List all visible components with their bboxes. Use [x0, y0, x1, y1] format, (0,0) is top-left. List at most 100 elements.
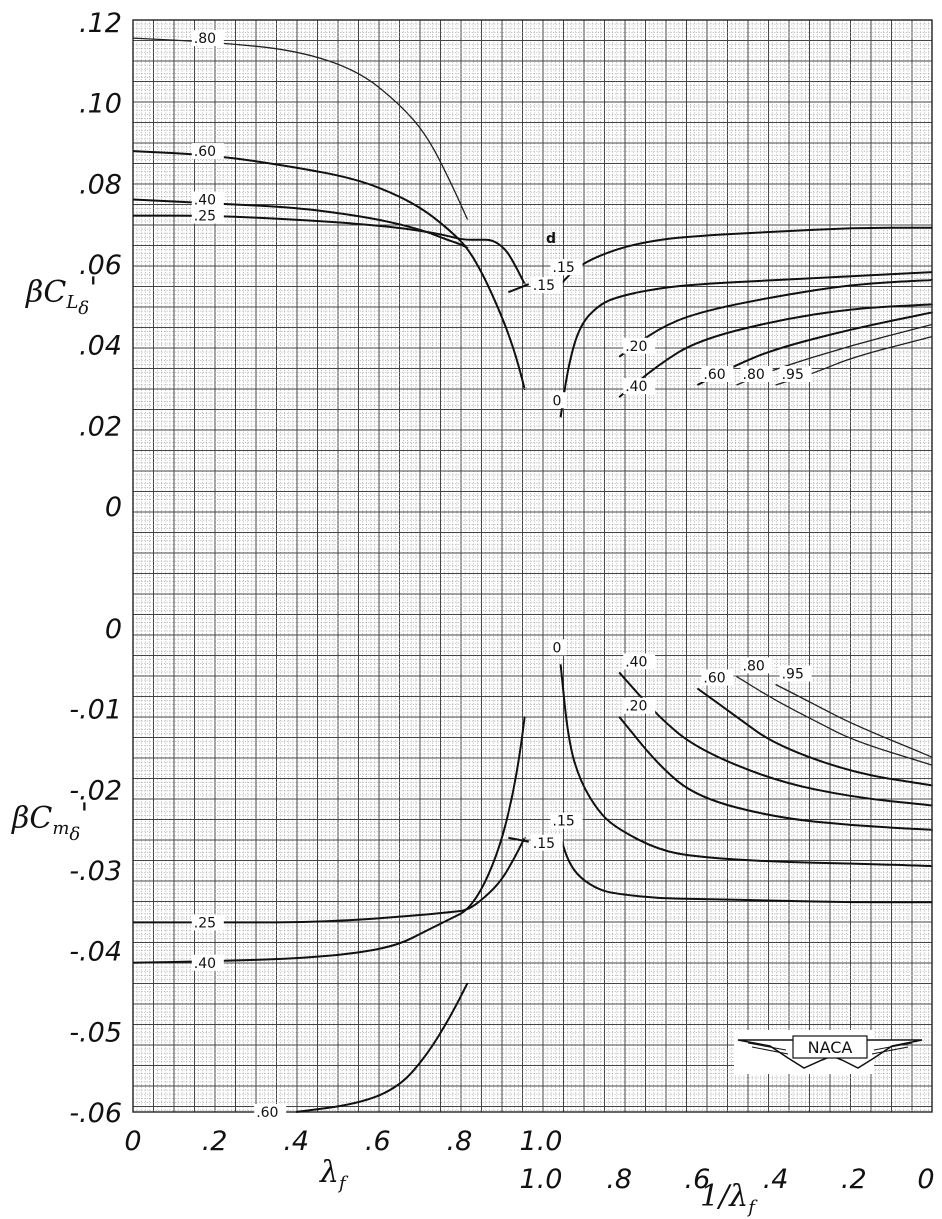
- upper-y-tick-label: 0: [105, 492, 122, 523]
- upper-left-curve-label: .40: [194, 192, 216, 208]
- curve-layer: [132, 37, 933, 1113]
- curve-label-backdrop: [701, 366, 734, 382]
- curve-label-backdrop: [191, 207, 224, 224]
- upper-y-tick-label: .02: [79, 411, 122, 442]
- lower-right-curve-label: 0: [553, 640, 562, 656]
- upper-left-curve-d15: [507, 283, 530, 294]
- lower-left-curve-label: .40: [194, 956, 216, 972]
- lambda-f-tick-label: .2: [202, 1126, 228, 1157]
- lower-right-curve-d60: [696, 687, 933, 787]
- logo-plate: [792, 1035, 868, 1059]
- lower-right-curve-d80: [736, 675, 933, 766]
- upper-right-curve-label: .40: [625, 379, 647, 395]
- curve-label-backdrop: [191, 954, 224, 971]
- lower-right-curve-label: .15: [553, 814, 575, 830]
- inverse-lambda-f-tick-label: .6: [685, 1164, 711, 1195]
- lambda-f-tick-label: .6: [365, 1126, 391, 1157]
- curve-label-backdrop: [191, 191, 224, 208]
- curve-label-backdrop: [623, 378, 656, 395]
- curve-label-backdrop: [623, 337, 656, 354]
- curve-label-layer: .80.60.40.25.15.150.20.40.60.80.95.60.40…: [191, 30, 812, 1121]
- upper-right-curve-label: .60: [703, 367, 725, 383]
- lower-right-curve-d40: [618, 671, 933, 807]
- upper-right-curve-label: .95: [782, 367, 804, 383]
- upper-right-curve-label: .20: [625, 339, 647, 355]
- lower-right-curve-label: .20: [625, 699, 647, 715]
- lower-right-curve-d15: [559, 837, 932, 904]
- lower-left-curve-label: .60: [256, 1105, 278, 1121]
- upper-parameter-d-label: d: [546, 231, 556, 247]
- upper-left-curve-d60: [132, 150, 526, 391]
- curve-label-backdrop: [254, 1104, 287, 1120]
- lambda-f-tick-labels: 0 .2 .4 .6 .8 1.0: [124, 1126, 562, 1157]
- lower-right-curve-label: .80: [743, 658, 765, 674]
- lower-y-tick-label: -.05: [69, 1017, 122, 1048]
- wing-feather-lines: [747, 1042, 913, 1055]
- lower-y-tick-label: -.04: [69, 937, 122, 968]
- upper-right-curve-label: 0: [553, 393, 562, 409]
- curve-label-backdrop: [623, 653, 656, 670]
- plot-frame: [132, 19, 933, 1113]
- lower-y-tick-label: -.06: [69, 1098, 122, 1129]
- naca-logo: NACA: [734, 1030, 923, 1074]
- curve-label-backdrop: [191, 914, 224, 931]
- curve-label-backdrop: [740, 366, 773, 382]
- lower-left-curve-d25: [132, 836, 526, 924]
- inverse-lambda-f-tick-label: 0: [917, 1164, 934, 1195]
- lambda-f-tick-label: 1.0: [520, 1126, 563, 1157]
- lambda-f-tick-label: .8: [447, 1126, 473, 1157]
- upper-y-tick-label: .06: [79, 250, 122, 281]
- upper-left-curve-label: .25: [194, 209, 216, 225]
- upper-y-tick-label: .08: [79, 169, 122, 200]
- curve-label-backdrop: [530, 277, 563, 294]
- lower-right-curve-label: .40: [625, 654, 647, 670]
- lower-left-curve-d40: [132, 716, 526, 964]
- lower-y-tick-label: -.01: [69, 695, 122, 726]
- curve-label-backdrop: [550, 259, 583, 276]
- curve-label-backdrop: [191, 30, 224, 47]
- lower-y-tick-label: -.03: [69, 856, 122, 887]
- upper-left-curve-d25: [133, 214, 526, 286]
- lower-left-curve-label: .15: [533, 836, 555, 852]
- curve-label-backdrop: [623, 697, 656, 714]
- inverse-lambda-f-tick-label: .2: [841, 1164, 867, 1195]
- lower-right-curve-label: .95: [782, 666, 804, 682]
- inverse-lambda-f-tick-labels: 1.0 .8 .6 .4 .2 0: [520, 1164, 935, 1195]
- curve-label-backdrop: [530, 834, 563, 851]
- upper-right-curve-d0: [559, 271, 933, 418]
- upper-left-curve-label: .60: [194, 144, 216, 160]
- lower-right-curve-d20: [618, 716, 933, 831]
- curve-label-backdrop: [550, 392, 567, 409]
- curve-label-backdrop: [740, 657, 773, 674]
- lower-left-curve-d15: [508, 836, 529, 843]
- curve-label-backdrop: [191, 143, 224, 160]
- lower-right-curve-d95: [775, 683, 933, 758]
- upper-right-curve-label: .15: [553, 260, 575, 276]
- curve-label-backdrop: [550, 812, 583, 829]
- lambda-f-tick-label: 0: [124, 1126, 141, 1157]
- upper-y-tick-label: .12: [79, 8, 122, 39]
- upper-y-tick-label: .10: [79, 89, 122, 120]
- curve-label-backdrop: [779, 665, 812, 682]
- upper-left-curve-label: .80: [194, 31, 216, 47]
- upper-left-curve-label: .15: [533, 278, 555, 294]
- lower-right-curve-label: .60: [703, 671, 725, 687]
- upper-right-curve-label: .80: [743, 367, 765, 383]
- curve-label-backdrop: [779, 366, 812, 382]
- lower-y-tick-label: 0: [105, 614, 122, 645]
- curve-label-backdrop: [550, 639, 567, 656]
- inverse-lambda-f-tick-label: .4: [763, 1164, 789, 1195]
- logo-text: NACA: [808, 1038, 853, 1057]
- lower-y-tick-label: -.02: [69, 775, 122, 806]
- inverse-lambda-f-tick-label: .8: [606, 1164, 632, 1195]
- upper-y-tick-labels: .12 .10 .08 .06 .04 .02 0: [79, 8, 122, 523]
- lower-left-curve-d60: [296, 982, 469, 1113]
- lower-left-curve-label: .25: [194, 915, 216, 931]
- curve-label-backdrop: [701, 669, 734, 686]
- lower-y-tick-labels: 0 -.01 -.02 -.03 -.04 -.05 -.06: [69, 614, 122, 1129]
- upper-y-tick-label: .04: [79, 331, 122, 362]
- lambda-f-tick-label: .4: [283, 1126, 309, 1157]
- inverse-lambda-f-tick-label: 1.0: [520, 1164, 563, 1195]
- lower-right-curve-d0: [559, 664, 933, 868]
